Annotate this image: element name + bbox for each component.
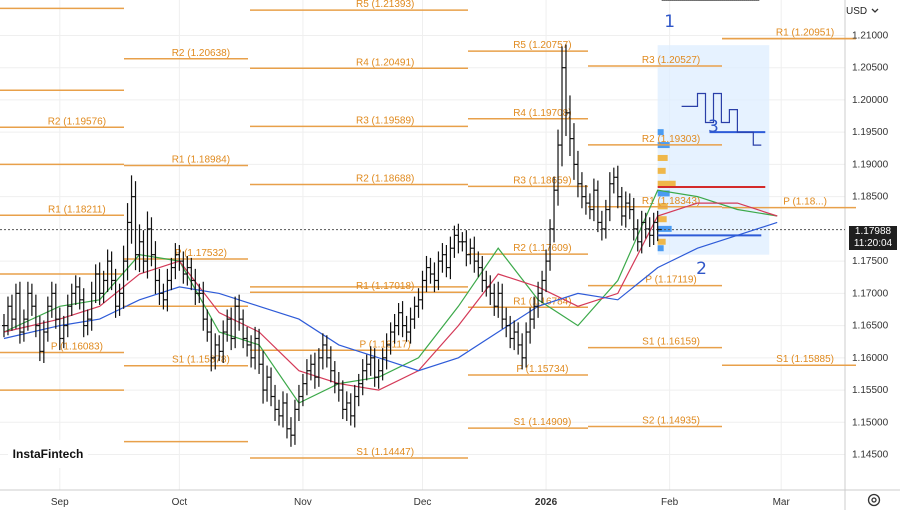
y-tick-label: 1.14500: [852, 450, 889, 461]
volume-profile-bar: [657, 238, 666, 245]
volume-profile-bar: [657, 216, 667, 223]
volume-profile-bar: [657, 129, 664, 136]
pivot-level-label: R5 (1.20757): [513, 40, 571, 51]
pivot-level-label: R1 (1.17018): [356, 281, 414, 292]
ohlc-bars: [1, 0, 760, 447]
y-tick-label: 1.19500: [852, 127, 889, 138]
time-axis[interactable]: Sep Oct Nov Dec 2026 Feb Mar: [51, 497, 791, 508]
pivot-level-label: P (1.16083): [51, 341, 103, 352]
volume-profile-bar: [657, 154, 668, 161]
pivot-level-label: R3 (1.19589): [356, 115, 414, 126]
y-tick-label: 1.20000: [852, 95, 889, 106]
volume-profile-zone: [657, 45, 770, 255]
x-tick-label: 2026: [535, 497, 558, 508]
y-tick-label: 1.17500: [852, 256, 889, 267]
x-tick-label: Sep: [51, 497, 69, 508]
volume-profile-bar: [657, 180, 676, 187]
volume-profile-bar: [657, 245, 664, 252]
volume-profile-bar: [657, 167, 666, 174]
wave-step-line: [681, 92, 762, 146]
pivot-level-label: R1 (1.18211): [48, 204, 106, 215]
wave-label-2: 2: [696, 259, 707, 279]
pivot-level-label: R2 (1.19303): [642, 134, 700, 145]
wave-label-3: 3: [708, 117, 719, 137]
y-tick-label: 1.17000: [852, 288, 889, 299]
x-tick-label: Dec: [414, 497, 432, 508]
pivot-level-label: R3 (1.20527): [642, 55, 700, 66]
moving-average-ma_fast: [3, 189, 778, 404]
pivot-level-label: S1 (1.15878): [172, 355, 230, 366]
volume-profile-bar: [657, 190, 670, 197]
last-price-value: 1.17988: [854, 226, 892, 237]
y-tick-label: 1.16000: [852, 353, 889, 364]
y-tick-label: 1.15500: [852, 385, 889, 396]
pivot-level-label: P (1.18...): [783, 197, 827, 208]
price-axis[interactable]: 1.21000 1.20500 1.20000 1.19500 1.19000 1.185…: [852, 30, 889, 460]
last-price-tag: 1.17988 11:20:04: [849, 226, 897, 250]
currency-label: USD: [846, 5, 868, 17]
pivot-level-label: S1 (1.14909): [513, 417, 571, 428]
pivot-level-label: R1 (1.20951): [776, 28, 834, 39]
pivot-level-label: R2 (1.19576): [48, 116, 106, 127]
pivot-level-label: R3 (1.18659): [513, 175, 571, 186]
y-tick-label: 1.15000: [852, 417, 889, 428]
brand-logo: InstaFintech: [8, 440, 88, 468]
y-tick-label: 1.16500: [852, 321, 889, 332]
y-tick-label: 1.20500: [852, 63, 889, 74]
pivot-level-label: S1 (1.16159): [642, 337, 700, 348]
pivot-level-label: R4 (1.20491): [356, 57, 414, 68]
currency-selector[interactable]: USD: [846, 2, 892, 20]
x-tick-label: Nov: [294, 497, 312, 508]
wave-annotations: 1 3 2: [657, 12, 766, 279]
pivot-level-label: P (1.15734): [516, 364, 568, 375]
chevron-down-icon: [871, 6, 879, 17]
pivot-level-label: R1 (1.18984): [172, 154, 230, 165]
pivot-level-label: S1 (1.15885): [776, 354, 834, 365]
analysis-zone: [657, 45, 770, 255]
pivot-level-label: R1 (1.18343): [642, 196, 700, 207]
y-tick-label: 1.18500: [852, 192, 889, 203]
last-price-time: 11:20:04: [853, 238, 893, 249]
y-tick-label: 1.21000: [852, 30, 889, 41]
pivot-level-label: S2 (1.14935): [642, 415, 700, 426]
x-tick-label: Oct: [172, 497, 188, 508]
wave-label-1: 1: [664, 12, 675, 32]
x-tick-label: Feb: [661, 497, 679, 508]
x-tick-label: Mar: [773, 497, 791, 508]
pivot-level-label: P (1.17532): [175, 248, 227, 259]
pivot-level-label: P (1.17119): [645, 275, 696, 286]
moving-averages: [3, 189, 778, 404]
volume-profile-bar: [657, 225, 672, 232]
pivot-level-label: R2 (1.20638): [172, 48, 230, 59]
pivot-level-label: R4 (1.19708): [513, 108, 571, 119]
gear-icon[interactable]: [866, 492, 882, 508]
pivot-level-label: S1 (1.14447): [356, 447, 414, 458]
pivot-level-label: P (1.16117): [359, 339, 410, 350]
moving-average-ma_slow: [3, 221, 778, 372]
moving-average-ma_mid: [3, 202, 778, 391]
pivot-level-label: R5 (1.21393): [356, 0, 414, 10]
y-tick-label: 1.19000: [852, 159, 889, 170]
pivot-level-label: R2 (1.18688): [356, 174, 414, 185]
pivot-level-label: R2 (1.17609): [513, 243, 571, 254]
